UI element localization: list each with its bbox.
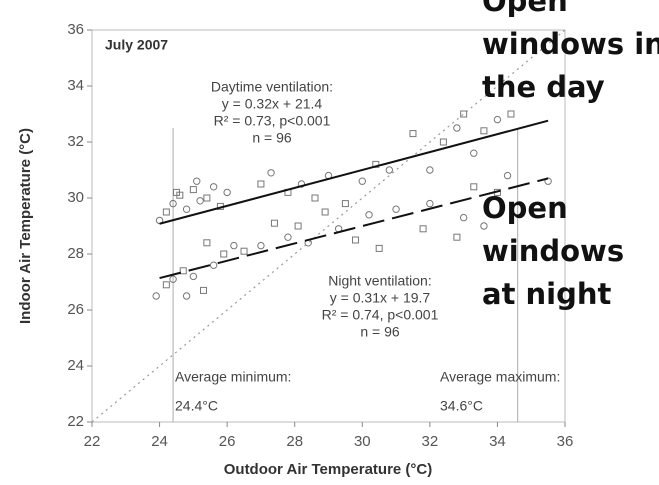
- fit-equation: R² = 0.74, p<0.001: [322, 307, 439, 323]
- point: [375, 244, 383, 252]
- point: [460, 110, 468, 118]
- point: [196, 197, 204, 205]
- point: [169, 275, 177, 283]
- point: [321, 208, 329, 216]
- point: [169, 199, 177, 208]
- plot-area: [91, 29, 566, 423]
- point: [439, 138, 447, 146]
- point: [311, 194, 319, 202]
- point: [480, 222, 488, 230]
- point: [419, 225, 427, 233]
- point: [152, 292, 160, 300]
- overlay-label: Open: [482, 0, 568, 18]
- point: [199, 286, 207, 294]
- fit-equation: n = 96: [360, 324, 400, 340]
- point: [209, 183, 218, 191]
- x-tick-label: 26: [219, 433, 236, 450]
- point: [385, 166, 394, 174]
- y-tick-label: 24: [67, 357, 84, 374]
- point: [284, 233, 292, 241]
- point: [453, 233, 461, 241]
- identity-line: [91, 29, 566, 423]
- point: [182, 205, 191, 213]
- point: [503, 171, 512, 180]
- point: [162, 208, 170, 216]
- y-tick-label: 36: [67, 21, 84, 38]
- y-tick-label: 34: [67, 77, 84, 94]
- fit-equation: Night ventilation:: [328, 273, 432, 289]
- overlay-label: the day: [482, 70, 605, 104]
- fit-equation: Daytime ventilation:: [211, 79, 333, 95]
- point: [267, 169, 275, 177]
- point: [294, 222, 302, 230]
- fit-line: [159, 119, 549, 225]
- point: [470, 149, 478, 157]
- point: [352, 236, 360, 244]
- point: [203, 239, 211, 247]
- reference-caption: Average maximum:: [440, 369, 560, 385]
- point: [189, 186, 197, 194]
- y-tick-label: 28: [67, 245, 84, 262]
- reference-label: 34.6°C: [440, 398, 483, 414]
- point: [426, 166, 434, 174]
- point: [453, 124, 461, 132]
- x-tick-label: 36: [557, 433, 574, 450]
- point: [493, 115, 502, 124]
- point: [341, 200, 349, 208]
- x-tick-label: 30: [354, 433, 371, 450]
- point: [209, 261, 218, 269]
- point: [203, 194, 211, 202]
- point: [409, 130, 417, 138]
- point: [223, 188, 231, 197]
- fit-equation: R² = 0.73, p<0.001: [214, 113, 331, 129]
- point: [480, 127, 488, 135]
- point: [365, 211, 373, 219]
- overlay-label: windows: [482, 234, 624, 268]
- y-tick-label: 26: [67, 301, 84, 318]
- fit-equation: n = 96: [252, 130, 292, 146]
- overlay-label: Open: [482, 191, 568, 225]
- point: [193, 177, 201, 185]
- point: [189, 272, 198, 281]
- x-tick-label: 28: [286, 433, 303, 450]
- reference-caption: Average minimum:: [175, 369, 291, 385]
- x-tick-label: 22: [84, 433, 101, 450]
- point: [220, 250, 228, 258]
- y-axis-label: Indoor Air Temperature (°C): [17, 128, 34, 324]
- point: [470, 183, 478, 191]
- point: [392, 205, 400, 213]
- reference-label: 24.4°C: [175, 398, 218, 414]
- point: [426, 199, 434, 208]
- point: [507, 110, 515, 118]
- overlay-label: windows in: [482, 27, 659, 61]
- fit-equation: y = 0.32x + 21.4: [222, 96, 323, 112]
- x-axis-label: Outdoor Air Temperature (°C): [224, 461, 433, 478]
- fit-equation: y = 0.31x + 19.7: [330, 290, 431, 306]
- y-tick-label: 22: [67, 413, 84, 430]
- fit-line: [159, 177, 549, 280]
- chart-title: July 2007: [105, 37, 168, 53]
- y-tick-label: 30: [67, 189, 84, 206]
- point: [544, 177, 552, 185]
- point: [459, 213, 468, 222]
- point: [240, 247, 248, 255]
- point: [358, 177, 366, 185]
- point: [297, 180, 306, 188]
- overlay-label: at night: [482, 277, 612, 311]
- point: [230, 241, 238, 250]
- point: [172, 188, 180, 196]
- point: [179, 267, 187, 275]
- point: [270, 219, 278, 227]
- point: [162, 281, 170, 289]
- point: [257, 180, 265, 188]
- y-tick-label: 32: [67, 133, 84, 150]
- point: [182, 292, 191, 300]
- x-tick-label: 32: [422, 433, 439, 450]
- point: [257, 241, 265, 250]
- x-tick-label: 34: [489, 433, 506, 450]
- x-tick-label: 24: [151, 433, 168, 450]
